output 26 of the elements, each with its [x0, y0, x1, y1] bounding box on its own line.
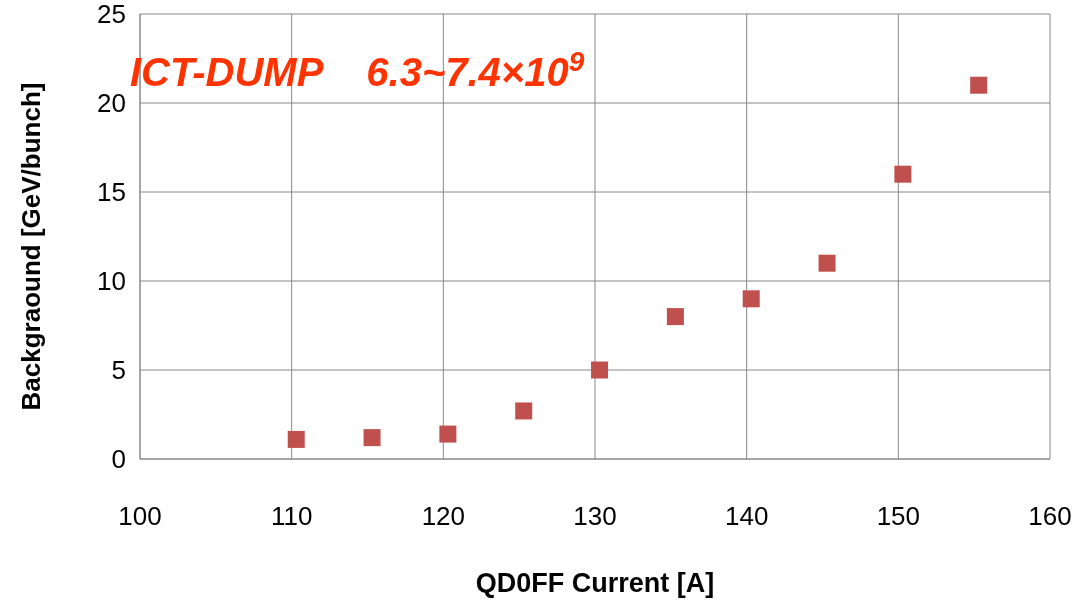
x-axis-title: QD0FF Current [A]	[475, 568, 715, 598]
point	[970, 76, 988, 94]
x-tick-label: 130	[573, 501, 617, 531]
y-tick-label: 10	[97, 266, 126, 297]
point	[591, 361, 609, 379]
y-tick-label: 20	[97, 88, 126, 119]
point	[515, 402, 533, 420]
point	[363, 429, 381, 447]
point	[287, 430, 305, 448]
x-tick-label: 150	[876, 501, 921, 531]
y-tick-label: 5	[111, 355, 126, 386]
y-tick-label: 15	[97, 177, 126, 208]
point	[666, 308, 684, 326]
x-tick-label: 100	[118, 501, 162, 531]
point	[742, 290, 760, 308]
point	[439, 425, 457, 443]
y-axis-title: Backgraound [GeV/bunch]	[16, 82, 46, 411]
x-tick-label: 110	[270, 501, 313, 531]
point	[894, 165, 912, 183]
y-tick-label: 0	[111, 444, 126, 475]
x-tick-label: 140	[724, 501, 769, 531]
x-tick-label: 160	[1028, 501, 1072, 531]
point	[818, 254, 836, 272]
x-tick-label: 120	[421, 501, 466, 531]
y-tick-label: 25	[97, 0, 126, 30]
annotation: ICT-DUMP 6.3~7.4×10$^{9}$	[130, 45, 585, 94]
